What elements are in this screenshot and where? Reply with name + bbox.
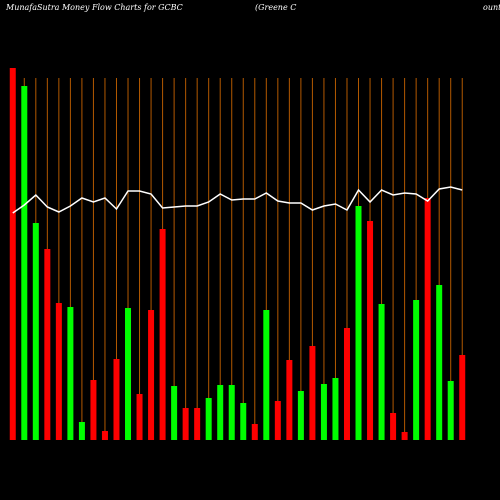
bar (274, 401, 281, 440)
bar (205, 398, 212, 440)
bar (297, 391, 304, 440)
bar (78, 422, 85, 440)
bar (251, 424, 258, 440)
bar (436, 285, 443, 440)
bar (367, 221, 374, 440)
bar (332, 378, 339, 440)
bar (194, 408, 201, 440)
bar (136, 394, 143, 440)
bar (228, 385, 235, 440)
price-line (12, 186, 463, 214)
bar (320, 384, 327, 440)
bar (171, 386, 178, 440)
bar (44, 249, 51, 440)
bar (90, 380, 97, 440)
bar (32, 223, 39, 440)
bar (378, 304, 385, 440)
bar (55, 303, 62, 440)
bar (355, 206, 362, 440)
bar (263, 310, 270, 440)
bar (413, 300, 420, 440)
bar (286, 360, 293, 440)
bar (401, 432, 408, 440)
bar (148, 310, 155, 440)
bar (125, 308, 132, 440)
chart-subtitle: ounty (483, 3, 500, 12)
bar (390, 413, 397, 440)
bar (217, 385, 224, 440)
bar (182, 408, 189, 440)
bar (424, 198, 431, 440)
bar (101, 431, 108, 440)
chart-subtitle: (Greene C (255, 3, 296, 12)
bar (159, 229, 166, 440)
bar (67, 307, 74, 440)
bar (21, 86, 28, 440)
bar (459, 355, 466, 440)
bar (240, 403, 247, 440)
bar (447, 381, 454, 440)
bar (9, 68, 16, 440)
bar (309, 346, 316, 440)
chart-title: MunafaSutra Money Flow Charts for GCBC (5, 3, 183, 12)
bar (113, 359, 120, 440)
bar (343, 328, 350, 440)
